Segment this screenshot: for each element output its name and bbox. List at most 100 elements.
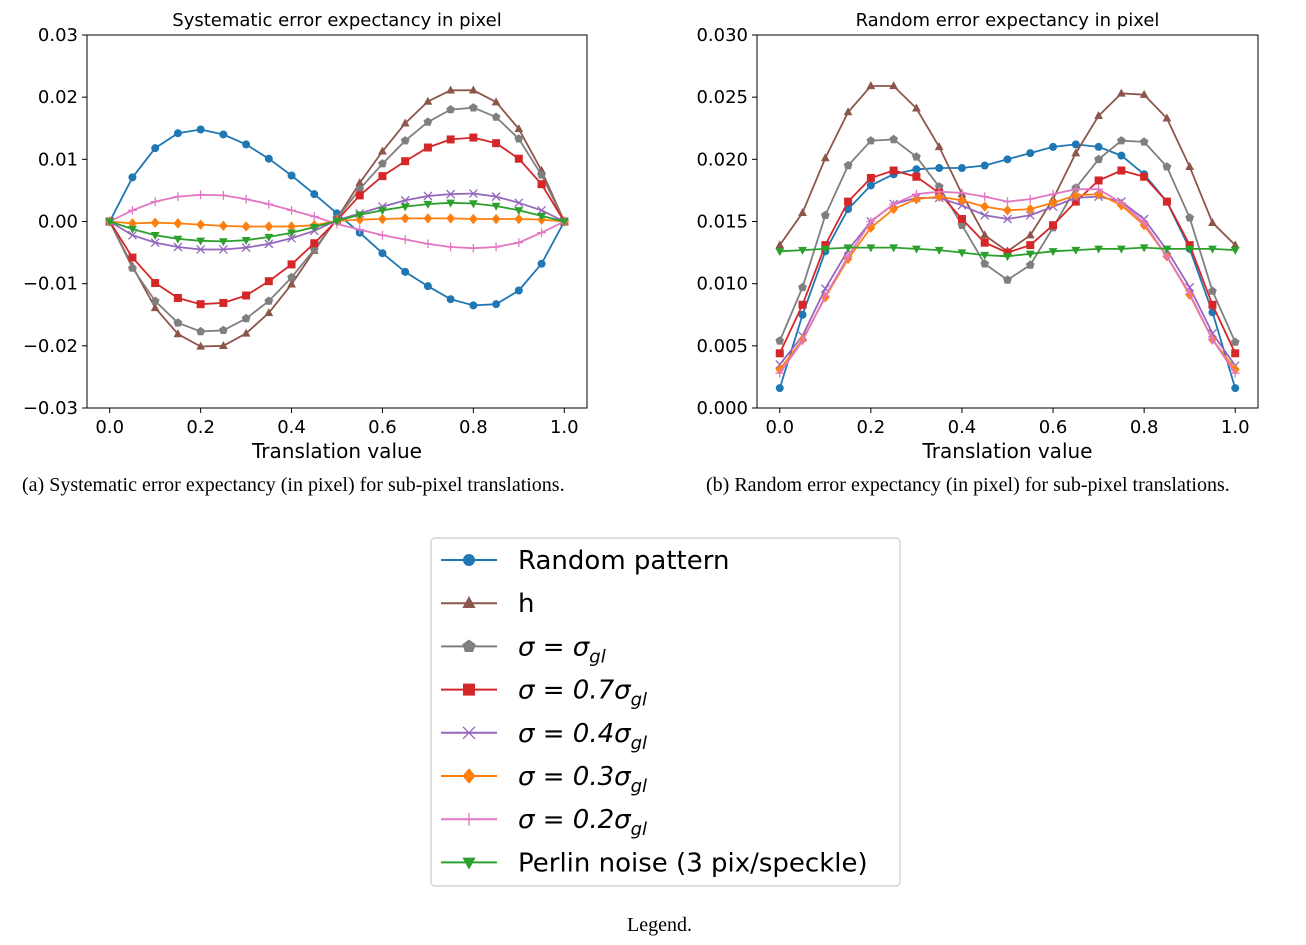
point-gl04-14: [423, 191, 433, 201]
y-tick-label: −0.01: [23, 274, 78, 295]
point-gl-19: [1208, 286, 1217, 295]
point-gl07-1: [798, 300, 807, 309]
point-gl07-14: [1094, 176, 1103, 185]
point-gl-14: [1094, 154, 1103, 164]
point-gl03-16: [468, 213, 478, 225]
point-gl07-13: [1071, 197, 1080, 206]
point-gl03-6: [912, 193, 921, 205]
point-perlin-4: [866, 244, 876, 253]
x-tick-label: 1.0: [1221, 417, 1250, 438]
point-gl03-12: [378, 213, 387, 225]
point-h-5: [889, 81, 899, 90]
point-gl04-15: [446, 189, 456, 199]
point-gl07-11: [1026, 241, 1035, 250]
legend-entry-gl02: σ = 0.2σgl: [441, 805, 647, 840]
point-gl03-13: [1071, 190, 1081, 201]
x-tick-label: 0.8: [1130, 417, 1159, 438]
y-tick-label: 0.010: [696, 274, 748, 295]
point-gl07-12: [378, 172, 387, 181]
point-gl03-11: [355, 214, 365, 225]
point-gl07-8: [287, 260, 296, 269]
point-random-0: [775, 384, 784, 393]
point-gl07-17: [492, 139, 501, 148]
point-random-7: [264, 154, 273, 163]
point-h-4: [866, 81, 876, 90]
y-tick-label: 0.03: [38, 25, 78, 46]
point-perlin-0: [775, 248, 785, 257]
y-tick-label: 0.02: [38, 87, 78, 108]
point-gl04-10: [1003, 214, 1012, 224]
legend: Random pattern h σ = σgl σ = 0.7σgl σ = 0.4σ…: [430, 537, 901, 887]
point-gl02-4: [866, 217, 876, 226]
point-gl-1: [798, 282, 807, 292]
point-random-6: [242, 140, 251, 149]
point-gl07-0: [775, 349, 784, 358]
point-gl02-3: [173, 192, 183, 202]
point-gl07-16: [469, 133, 478, 142]
y-tick-label: 0.030: [696, 25, 748, 46]
point-gl02-16: [1139, 218, 1149, 228]
point-h-16: [1139, 89, 1149, 98]
point-h-17: [491, 97, 501, 106]
point-gl-3: [173, 318, 183, 327]
point-gl-6: [241, 313, 251, 323]
legend-entry-gl03: σ = 0.3σgl: [441, 762, 647, 797]
x-axis-label: Translation value: [922, 439, 1093, 463]
point-perlin-3: [173, 235, 183, 244]
point-gl-20: [1230, 337, 1240, 346]
legend-label: σ = 0.7σgl: [518, 676, 647, 711]
point-perlin-5: [218, 238, 228, 247]
point-gl02-3: [843, 251, 853, 261]
point-gl03-14: [423, 213, 433, 224]
legend-entry-random: Random pattern: [441, 546, 729, 576]
point-perlin-8: [957, 249, 967, 258]
point-gl-2: [150, 296, 160, 305]
legend-label: σ = 0.3σgl: [518, 762, 647, 797]
point-gl-18: [514, 134, 524, 143]
chart-panel-1: Random error expectancy in pixel 0.0 0.2 0.…: [696, 10, 1259, 463]
point-gl07-6: [242, 291, 251, 300]
point-gl07-19: [537, 180, 546, 189]
point-perlin-5: [889, 244, 899, 253]
point-perlin-18: [514, 207, 524, 216]
point-gl07-2: [821, 241, 830, 250]
point-gl07-11: [355, 191, 364, 200]
chart-title: Random error expectancy in pixel: [856, 10, 1160, 31]
point-h-17: [1162, 113, 1172, 122]
point-random-14: [1094, 142, 1103, 151]
point-gl-5: [889, 134, 898, 144]
plot-area: [775, 81, 1240, 393]
point-perlin-13: [1071, 246, 1081, 255]
point-random-5: [219, 130, 228, 139]
point-gl-2: [820, 210, 830, 219]
point-perlin-11: [355, 211, 365, 220]
point-h-14: [1094, 111, 1103, 120]
point-gl-9: [980, 259, 990, 268]
point-gl04-9: [980, 210, 990, 220]
point-random-7: [935, 164, 944, 173]
legend-marker-random: [463, 554, 475, 566]
point-h-6: [912, 103, 921, 112]
point-random-19: [537, 259, 546, 268]
x-tick-label: 0.6: [368, 417, 397, 438]
point-gl03-13: [400, 213, 410, 224]
point-gl02-6: [912, 189, 921, 199]
point-h-18: [514, 124, 524, 133]
point-gl03-9: [980, 201, 990, 212]
point-random-15: [1117, 151, 1126, 160]
point-random-11: [1026, 149, 1035, 158]
point-perlin-16: [468, 200, 478, 209]
y-tick-label: 0.025: [696, 87, 748, 108]
point-gl03-6: [241, 221, 251, 232]
point-gl02-5: [889, 199, 899, 209]
point-gl-7: [264, 296, 274, 305]
point-random-17: [492, 300, 501, 309]
point-gl02-7: [934, 187, 944, 197]
point-gl02-12: [378, 230, 387, 240]
y-tick-label: 0.00: [38, 212, 78, 233]
point-gl03-5: [218, 220, 228, 232]
point-gl02-8: [957, 188, 967, 198]
point-gl07-19: [1208, 300, 1217, 309]
point-gl02-18: [514, 238, 524, 248]
